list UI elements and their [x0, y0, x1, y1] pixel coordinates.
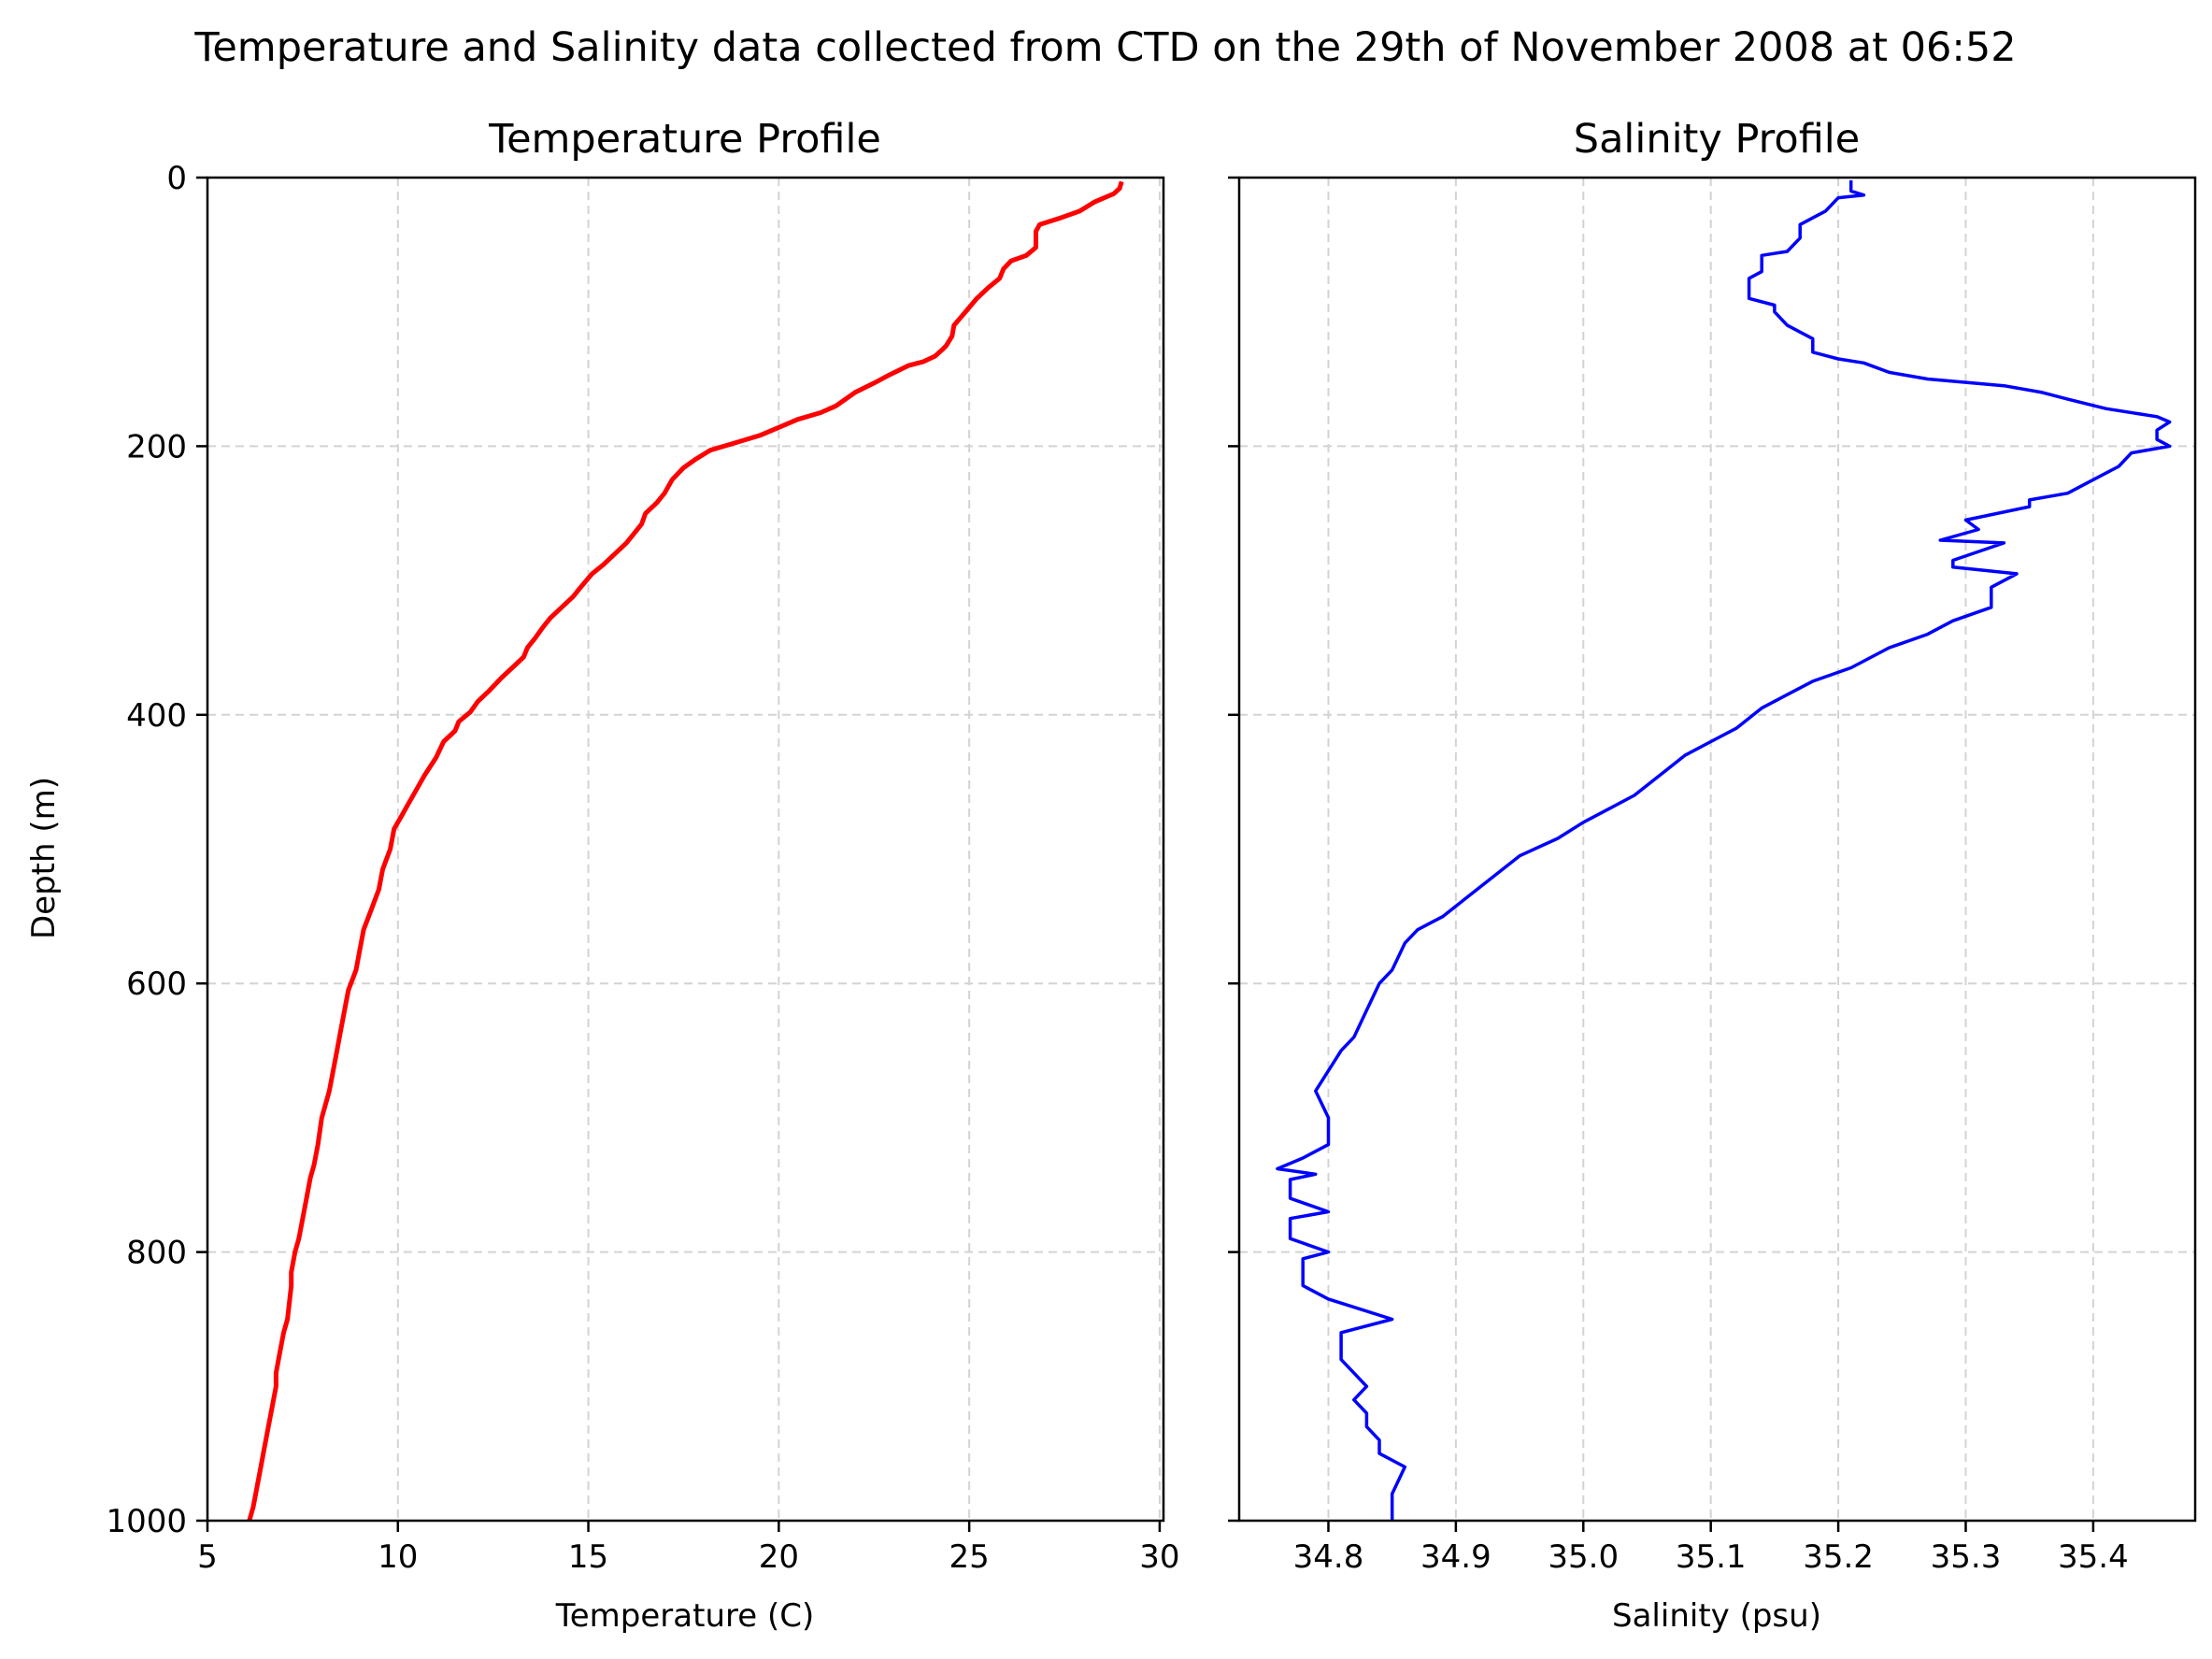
- salinity-series-line: [1276, 179, 2172, 1521]
- salinity-xtick-label-4: 35.2: [1803, 1538, 1874, 1576]
- temperature-xtick-label-3: 20: [759, 1538, 799, 1576]
- temperature-series-line: [247, 180, 1124, 1522]
- depth-ytick-label-0: 0: [166, 160, 187, 197]
- depth-ylabel: Depth (m): [25, 777, 63, 939]
- depth-ytick-label-4: 800: [126, 1235, 187, 1272]
- figure-suptitle: Temperature and Salinity data collected …: [193, 24, 2016, 71]
- temperature-xtick-label-4: 25: [949, 1538, 990, 1576]
- temperature-xtick-label-1: 10: [378, 1538, 418, 1576]
- temperature-xlabel: Temperature (C): [555, 1597, 814, 1635]
- temperature-xtick-label-0: 5: [197, 1538, 218, 1576]
- salinity-xtick-label-5: 35.3: [1931, 1538, 2002, 1576]
- temperature-xtick-label-5: 30: [1139, 1538, 1179, 1576]
- salinity-xtick-label-3: 35.1: [1676, 1538, 1747, 1576]
- temperature-axes-frame: [206, 176, 1165, 1523]
- salinity-axes-frame: [1237, 176, 2197, 1523]
- salinity-xtick-label-1: 34.9: [1420, 1538, 1491, 1576]
- temperature-xtick-label-2: 15: [568, 1538, 608, 1576]
- salinity-panel: Salinity Profile Salinity (psu) 34.8 34.9…: [1228, 116, 2197, 1635]
- depth-ytick-label-1: 200: [126, 428, 187, 465]
- salinity-xtick-label-2: 35.0: [1548, 1538, 1619, 1576]
- depth-ytick-label-5: 1000: [106, 1503, 187, 1540]
- salinity-xlabel: Salinity (psu): [1612, 1597, 1821, 1635]
- depth-ytick-label-2: 400: [126, 697, 187, 735]
- salinity-xtick-label-0: 34.8: [1293, 1538, 1364, 1576]
- temperature-panel-title: Temperature Profile: [488, 116, 881, 163]
- temperature-panel: Temperature Profile Temperature (C) Dept…: [25, 116, 1180, 1635]
- depth-ytick-label-3: 600: [126, 965, 187, 1003]
- salinity-xtick-label-6: 35.4: [2058, 1538, 2129, 1576]
- salinity-panel-title: Salinity Profile: [1574, 116, 1860, 163]
